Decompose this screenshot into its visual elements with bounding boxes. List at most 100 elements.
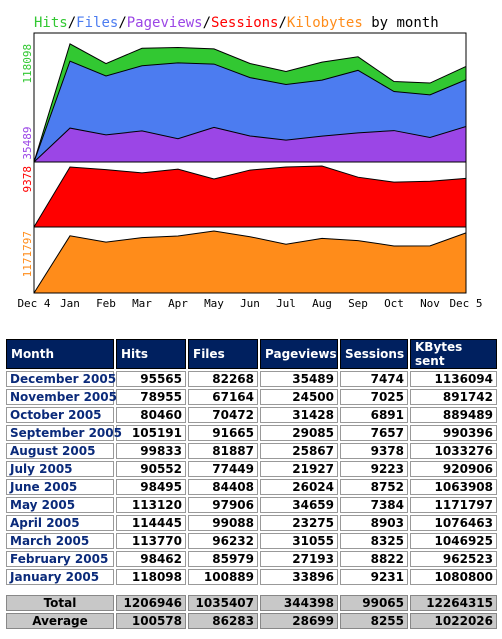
table-cell: 1033276 [410,443,497,459]
chart-panel-border [33,226,467,294]
table-row: June 2005 98495 84408 26024 8752 1063908 [6,479,497,495]
table-cell: 78955 [116,389,186,405]
month-link[interactable]: May 2005 [6,497,114,513]
chart-title-part: / [118,15,126,31]
month-link[interactable]: January 2005 [6,569,114,585]
table-cell: 33896 [260,569,338,585]
table-cell: 90552 [116,461,186,477]
table-cell: 99065 [340,595,408,611]
table-cell: 23275 [260,515,338,531]
table-row: December 2005 95565 82268 35489 7474 1136094 [6,371,497,387]
chart-title-part: / [203,15,211,31]
table-row: April 2005 114445 99088 23275 8903 1076463 [6,515,497,531]
table-spacer [6,587,497,593]
table-cell: 1022026 [410,613,497,629]
month-link[interactable]: July 2005 [6,461,114,477]
average-row-label: Average [6,613,114,629]
table-header-row: Month Hits Files Pageviews Sessions KBytes se… [6,339,497,369]
table-cell: 81887 [188,443,258,459]
table-cell: 97906 [188,497,258,513]
month-link[interactable]: December 2005 [6,371,116,387]
month-link[interactable]: August 2005 [6,443,114,459]
x-tick-label: May [204,297,224,310]
month-link[interactable]: November 2005 [6,389,117,405]
table-cell: 21927 [260,461,338,477]
table-cell: 7384 [340,497,408,513]
table-cell: 70472 [188,407,258,423]
table-cell: 34659 [260,497,338,513]
month-link[interactable]: March 2005 [6,533,114,549]
table-cell: 990396 [410,425,497,441]
table-cell: 1035407 [188,595,258,611]
table-row: August 2005 99833 81887 25867 9378 1033276 [6,443,497,459]
table-cell: 29085 [260,425,338,441]
total-row-label: Total [6,595,114,611]
table-cell: 24500 [260,389,338,405]
table-cell: 9223 [340,461,408,477]
table-cell: 28699 [260,613,338,629]
series-line-sessions [33,165,467,228]
y-tick-label: 35489 [21,127,34,160]
table-cell: 6891 [340,407,408,423]
table-row: November 2005 78955 67164 24500 7025 891742 [6,389,497,405]
table-cell: 7025 [340,389,408,405]
month-link[interactable]: September 2005 [6,425,122,441]
monthly-stats-table: Month Hits Files Pageviews Sessions KBytes se… [4,337,499,631]
average-row: Average 100578 86283 28699 8255 1022026 [6,613,497,629]
table-row: July 2005 90552 77449 21927 9223 920906 [6,461,497,477]
table-cell: 100578 [116,613,186,629]
month-link[interactable]: June 2005 [6,479,114,495]
table-cell: 100889 [188,569,258,585]
table-cell: 1171797 [410,497,497,513]
table-cell: 95565 [116,371,186,387]
chart-x-axis-labels: Dec 4 Jan Feb Mar Apr May Jun Jul Aug Sep Oct Nov De… [17,297,482,310]
table-cell: 91665 [188,425,258,441]
month-link[interactable]: October 2005 [6,407,114,423]
table-cell: 26024 [260,479,338,495]
table-row: February 2005 98462 85979 27193 8822 962523 [6,551,497,567]
month-link[interactable]: February 2005 [6,551,114,567]
table-cell: 82268 [188,371,258,387]
table-cell: 8822 [340,551,408,567]
table-cell: 8325 [340,533,408,549]
table-row: January 2005 118098 100889 33896 9231 1080800 [6,569,497,585]
table-cell: 118098 [116,569,186,585]
table-cell: 86283 [188,613,258,629]
series-line-hits [33,43,467,163]
column-header: KBytes sent [410,339,497,369]
table-row: September 2005 105191 91665 29085 7657 990396 [6,425,497,441]
series-line-files [33,60,467,163]
series-area-pageviews [34,126,466,162]
x-tick-label: Mar [132,297,152,310]
x-tick-label: Oct [384,297,404,310]
x-tick-label: Dec 5 [449,297,482,310]
chart-plot-area: 118098 35489 9378 1171797 [21,32,467,294]
y-tick-label: 9378 [21,166,34,193]
table-cell: 8752 [340,479,408,495]
column-header: Pageviews [260,339,338,369]
x-tick-label: Nov [420,297,440,310]
table-cell: 113120 [116,497,186,513]
month-link[interactable]: April 2005 [6,515,114,531]
table-cell: 98462 [116,551,186,567]
table-cell: 113770 [116,533,186,549]
series-area-sessions [34,166,466,227]
table-cell: 114445 [116,515,186,531]
chart-title-text: Hits/Files/Pageviews/Sessions/Kilobytes … [34,15,439,31]
table-cell: 84408 [188,479,258,495]
table-row: March 2005 113770 96232 31055 8325 1046925 [6,533,497,549]
table-cell: 962523 [410,551,497,567]
table-cell: 344398 [260,595,338,611]
table-cell: 920906 [410,461,497,477]
table-row: October 2005 80460 70472 31428 6891 889489 [6,407,497,423]
table-cell: 35489 [260,371,338,387]
x-tick-label: Feb [96,297,116,310]
table-cell: 99833 [116,443,186,459]
x-tick-label: Jan [60,297,80,310]
column-header: Sessions [340,339,408,369]
x-tick-label: Aug [312,297,332,310]
table-cell: 1063908 [410,479,497,495]
table-cell: 9231 [340,569,408,585]
chart-title-part: Files [76,15,118,31]
table-cell: 7657 [340,425,408,441]
